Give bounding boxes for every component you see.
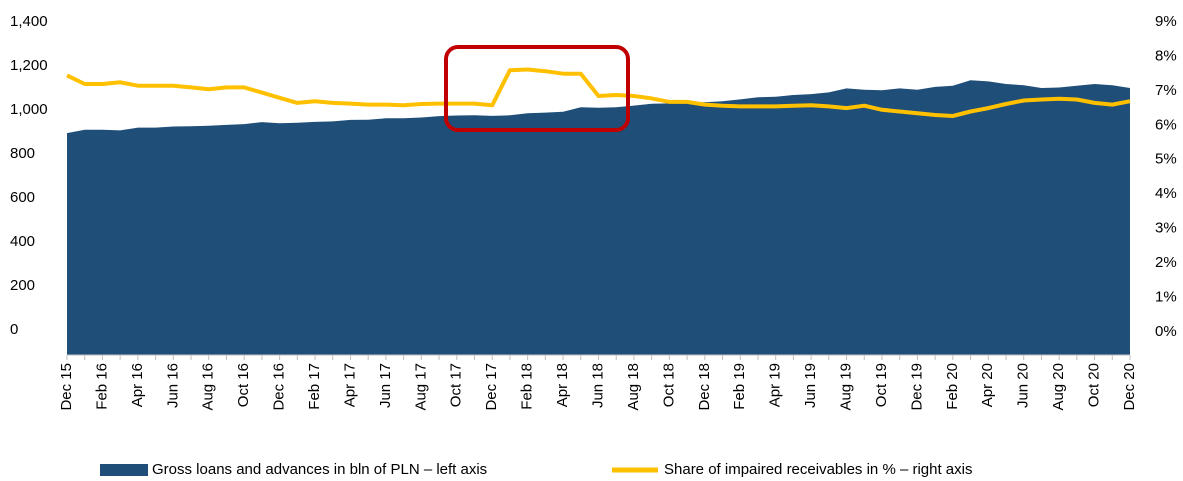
x-tick-label: Jun 16 bbox=[164, 363, 181, 408]
y2-tick-label: 1% bbox=[1155, 288, 1177, 305]
x-tick-label: Jun 19 bbox=[802, 363, 819, 408]
y2-tick-label: 2% bbox=[1155, 254, 1177, 271]
x-tick-label: Oct 19 bbox=[873, 363, 890, 407]
legend-label: Share of impaired receivables in % – rig… bbox=[664, 461, 972, 478]
y2-tick-label: 4% bbox=[1155, 185, 1177, 202]
x-tick-label: Aug 18 bbox=[625, 363, 642, 411]
y-tick-label: 1,400 bbox=[10, 13, 48, 30]
x-tick-label: Dec 17 bbox=[483, 363, 500, 411]
x-tick-label: Dec 18 bbox=[696, 363, 713, 411]
x-tick-label: Dec 19 bbox=[908, 363, 925, 411]
area bbox=[67, 80, 1130, 356]
x-tick-label: Oct 16 bbox=[235, 363, 252, 407]
x-tick-label: Feb 20 bbox=[944, 363, 961, 410]
legend-label: Gross loans and advances in bln of PLN –… bbox=[152, 461, 487, 478]
y2-tick-label: 0% bbox=[1155, 323, 1177, 340]
x-tick-label: Apr 20 bbox=[979, 363, 996, 407]
x-tick-label: Feb 17 bbox=[306, 363, 323, 410]
x-tick-label: Jun 20 bbox=[1015, 363, 1032, 408]
x-tick-label: Aug 17 bbox=[412, 363, 429, 411]
x-tick-label: Apr 19 bbox=[767, 363, 784, 407]
y-tick-label: 800 bbox=[10, 145, 35, 162]
x-tick-label: Dec 15 bbox=[58, 363, 75, 411]
y2-tick-label: 5% bbox=[1155, 151, 1177, 168]
x-tick-label: Apr 17 bbox=[341, 363, 358, 407]
y2-tick-label: 7% bbox=[1155, 82, 1177, 99]
x-tick-label: Aug 20 bbox=[1050, 363, 1067, 411]
y-tick-label: 1,000 bbox=[10, 101, 48, 118]
x-tick-label: Aug 16 bbox=[200, 363, 217, 411]
x-tick-label: Oct 17 bbox=[448, 363, 465, 407]
y-tick-label: 0 bbox=[10, 321, 18, 338]
y-tick-label: 1,200 bbox=[10, 57, 48, 74]
x-tick-label: Feb 19 bbox=[731, 363, 748, 410]
x-tick-label: Apr 16 bbox=[129, 363, 146, 407]
x-tick-label: Jun 18 bbox=[589, 363, 606, 408]
x-tick-label: Oct 20 bbox=[1086, 363, 1103, 407]
x-tick-label: Aug 19 bbox=[838, 363, 855, 411]
x-tick-label: Dec 16 bbox=[271, 363, 288, 411]
x-tick-label: Apr 18 bbox=[554, 363, 571, 407]
y-tick-label: 600 bbox=[10, 189, 35, 206]
x-tick-label: Jun 17 bbox=[377, 363, 394, 408]
y-tick-label: 400 bbox=[10, 233, 35, 250]
line bbox=[66, 67, 1131, 118]
x-tick-label: Dec 20 bbox=[1121, 363, 1138, 411]
y2-tick-label: 8% bbox=[1155, 47, 1177, 64]
y2-tick-label: 6% bbox=[1155, 116, 1177, 133]
y-tick-label: 200 bbox=[10, 277, 35, 294]
x-tick-label: Feb 16 bbox=[93, 363, 110, 410]
legend-swatch bbox=[100, 464, 148, 476]
highlight-box bbox=[444, 45, 630, 132]
plot bbox=[66, 67, 1131, 356]
x-tick-label: Feb 18 bbox=[519, 363, 536, 410]
y2-tick-label: 3% bbox=[1155, 220, 1177, 237]
x-tick-label: Oct 18 bbox=[660, 363, 677, 407]
y2-tick-label: 9% bbox=[1155, 13, 1177, 30]
